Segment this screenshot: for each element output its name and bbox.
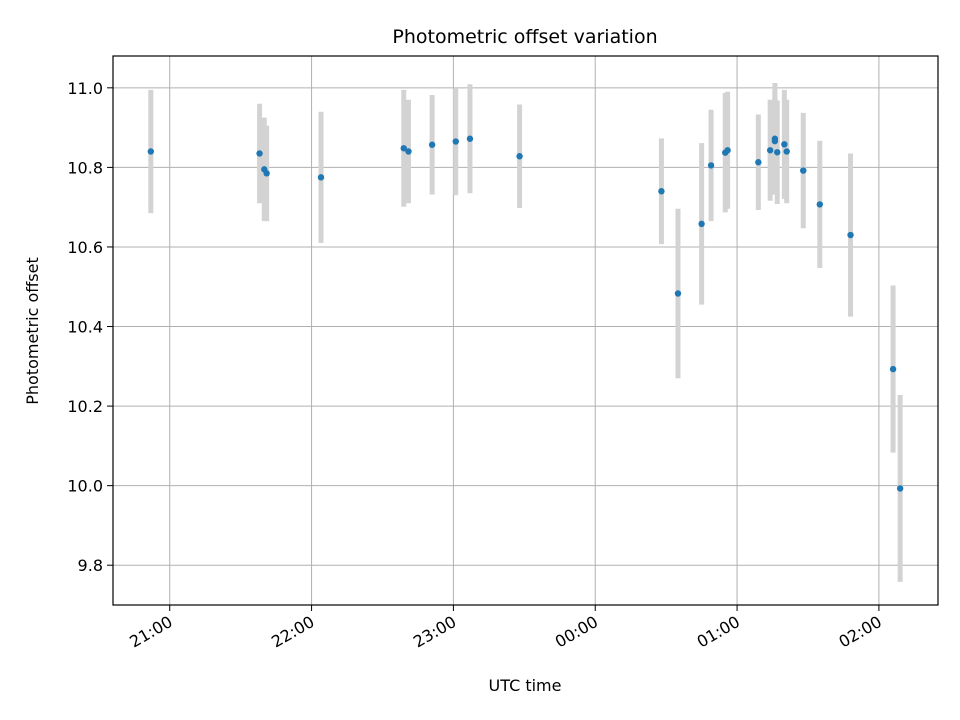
data-point bbox=[800, 167, 807, 174]
data-point bbox=[896, 485, 904, 492]
data-point bbox=[405, 148, 412, 155]
y-tick-label: 10.4 bbox=[67, 318, 103, 337]
y-tick-label: 10.8 bbox=[67, 158, 103, 177]
chart-title: Photometric offset variation bbox=[392, 26, 657, 48]
data-point bbox=[698, 220, 705, 228]
y-tick-label: 11.0 bbox=[67, 79, 103, 98]
data-point bbox=[428, 141, 436, 148]
data-point bbox=[766, 147, 774, 154]
data-point bbox=[707, 162, 715, 169]
data-point bbox=[263, 170, 270, 177]
y-tick-label: 9.8 bbox=[78, 556, 103, 575]
grid bbox=[113, 56, 938, 605]
data-point bbox=[400, 145, 407, 152]
data-point bbox=[674, 290, 682, 297]
data-point bbox=[516, 153, 523, 160]
data-point bbox=[755, 159, 762, 166]
data-point bbox=[889, 365, 897, 373]
y-tick-label: 10.6 bbox=[67, 238, 103, 257]
data-points bbox=[147, 135, 904, 492]
data-point bbox=[147, 148, 155, 155]
y-axis-title: Photometric offset bbox=[23, 257, 42, 405]
data-point bbox=[452, 138, 459, 145]
y-tick-label: 10.0 bbox=[67, 477, 103, 496]
data-point bbox=[256, 150, 263, 157]
y-tick-label: 10.2 bbox=[67, 397, 103, 416]
data-point bbox=[783, 148, 790, 155]
data-point bbox=[781, 141, 788, 148]
x-axis-title: UTC time bbox=[489, 676, 562, 695]
data-point bbox=[847, 231, 854, 239]
data-point bbox=[658, 188, 665, 195]
data-point bbox=[317, 174, 325, 181]
data-point bbox=[466, 135, 474, 142]
data-point bbox=[771, 137, 779, 145]
data-point bbox=[774, 149, 781, 156]
plot-frame bbox=[112, 55, 939, 606]
data-point bbox=[816, 201, 824, 208]
y-axis: 9.8 10.0 10.2 10.4 10.6 10.8 11.0 bbox=[67, 79, 113, 575]
data-point bbox=[724, 147, 731, 154]
